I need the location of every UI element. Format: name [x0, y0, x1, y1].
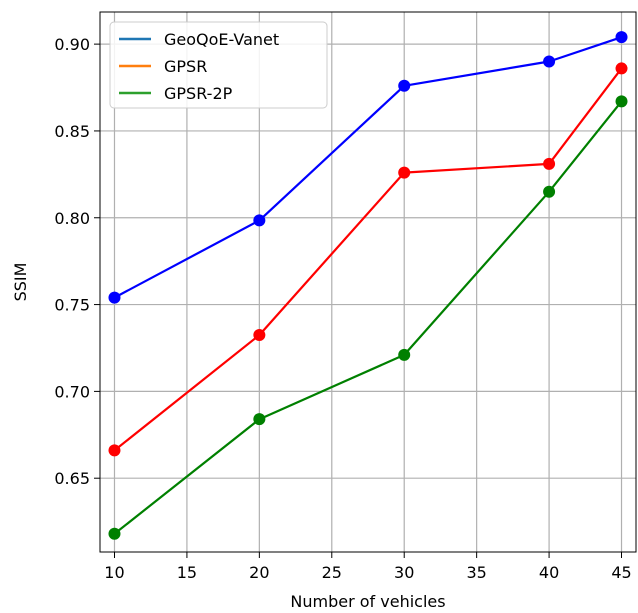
y-tick-label: 0.85 [54, 122, 90, 141]
data-point [398, 79, 411, 92]
x-tick-label: 30 [394, 563, 414, 582]
y-tick-label: 0.70 [54, 382, 90, 401]
data-point [543, 55, 556, 68]
x-tick-label: 45 [611, 563, 631, 582]
y-axis-label: SSIM [11, 263, 30, 302]
data-point [108, 527, 121, 540]
x-tick-label: 35 [466, 563, 486, 582]
data-point [543, 185, 556, 198]
data-point [615, 31, 628, 44]
series-line-1 [113, 67, 623, 452]
y-tick-label: 0.90 [54, 35, 90, 54]
data-point [615, 62, 628, 75]
x-tick-label: 20 [249, 563, 269, 582]
data-point [615, 95, 628, 108]
x-tick-label: 40 [539, 563, 559, 582]
x-tick-label: 10 [104, 563, 124, 582]
legend-box [109, 21, 328, 109]
data-point [253, 328, 266, 341]
x-tick-label: 25 [322, 563, 342, 582]
data-point [398, 348, 411, 361]
legend-label: GPSR-2P [164, 84, 233, 103]
y-tick-label: 0.75 [54, 296, 90, 315]
legend-label: GeoQoE-Vanet [164, 30, 279, 49]
y-tick-label: 0.65 [54, 469, 90, 488]
plot-frame [99, 11, 637, 553]
x-axis-label: Number of vehicles [290, 592, 445, 611]
ticks: 10 15 20 25 30 35 40 45 0.65 0.70 0.75 0.80 0.85 0.90 [54, 35, 631, 582]
data-point [108, 291, 121, 304]
x-tick-label: 15 [177, 563, 197, 582]
legend-label: GPSR [164, 57, 207, 76]
legend: GeoQoE-Vanet GPSR GPSR-2P [109, 21, 328, 109]
data-point [253, 214, 266, 227]
data-point [398, 166, 411, 179]
series-layer [108, 31, 628, 540]
y-tick-label: 0.80 [54, 209, 90, 228]
data-point [108, 444, 121, 457]
grid [100, 12, 636, 552]
data-point [543, 157, 556, 170]
data-point [253, 413, 266, 426]
